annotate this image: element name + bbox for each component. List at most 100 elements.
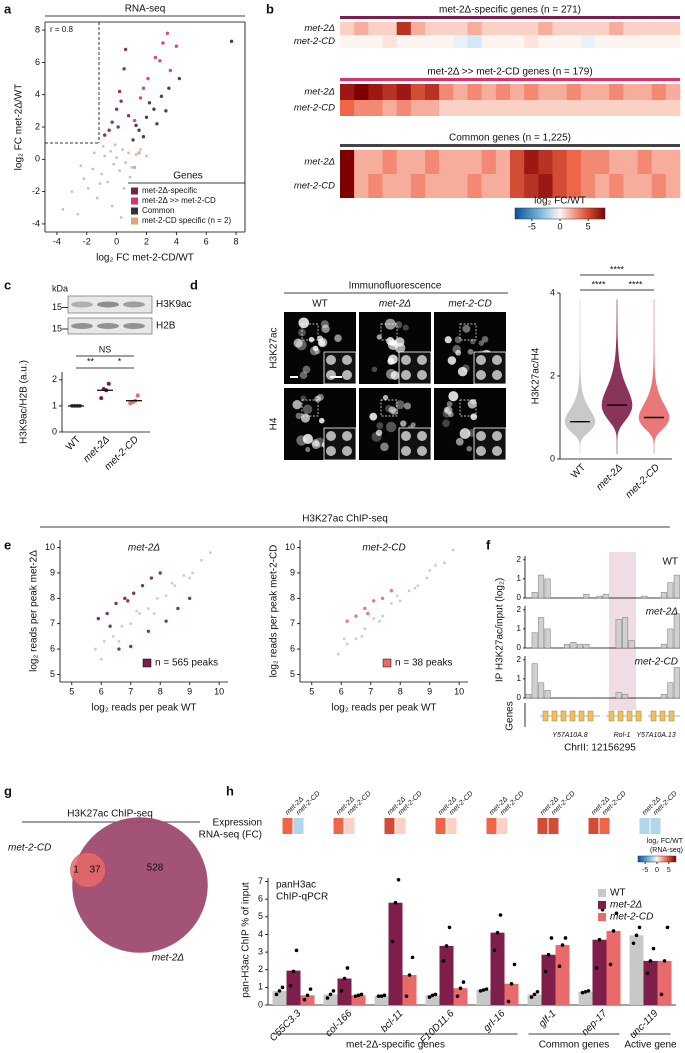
point [532, 992, 537, 997]
point [614, 911, 619, 916]
point [580, 990, 585, 995]
point [274, 992, 279, 997]
legend-swatch [598, 901, 606, 909]
image-column-label: WT [312, 299, 328, 310]
nucleus [478, 340, 485, 346]
point [481, 988, 486, 992]
heat-cell [595, 150, 610, 174]
nucleus [293, 338, 303, 348]
heat-cell [481, 150, 497, 174]
point [144, 115, 149, 120]
point [155, 596, 159, 600]
point [342, 976, 347, 981]
y-tick-label: 2 [52, 374, 57, 384]
y-tick-label: 2 [517, 605, 522, 614]
point [119, 99, 123, 103]
point [425, 576, 429, 580]
bar [453, 988, 468, 1005]
point [458, 986, 463, 991]
point [96, 616, 101, 621]
heat-cell [665, 35, 681, 48]
colorbar-tick-label: 0 [655, 867, 659, 874]
legend-swatch [598, 889, 606, 897]
panel-label: a [4, 1, 12, 16]
sig-label: **** [628, 279, 643, 289]
scale-bar [290, 376, 298, 378]
track-bar [660, 643, 667, 649]
point [434, 563, 437, 567]
point [191, 571, 195, 575]
y-tick-label: 2 [550, 370, 555, 380]
venn-set-label: met-2Δ [152, 953, 185, 964]
nucleus [492, 370, 502, 380]
heat-cell [368, 174, 383, 198]
heat-cell [467, 35, 482, 48]
expression-cell [446, 818, 457, 834]
bar [402, 975, 417, 1005]
y-tick-label: 2 [517, 655, 522, 664]
heat-cell [382, 100, 397, 116]
heat-cell [580, 100, 596, 116]
blot-band [123, 323, 145, 329]
heat-cell [609, 150, 624, 174]
nucleus [402, 324, 409, 331]
x-tick-label: 9 [187, 686, 192, 696]
sig-label: ** [87, 356, 95, 366]
track-bar [660, 693, 667, 699]
y-tick-label: 6 [35, 57, 40, 67]
track-bar [531, 663, 538, 699]
track-bar [576, 643, 583, 649]
point [393, 900, 398, 905]
heat-cell [623, 174, 638, 198]
point [363, 627, 367, 631]
expression-cell [384, 818, 395, 834]
point [288, 983, 293, 988]
nucleus [319, 417, 325, 424]
x-tick-label: 5 [69, 686, 74, 696]
exon [560, 710, 567, 722]
x-tick-label: col-166 [324, 1008, 355, 1039]
heat-cell [340, 100, 355, 116]
heat-cell [524, 22, 539, 35]
expression-cell [293, 818, 304, 834]
track-bar [673, 574, 680, 599]
heat-cell [665, 22, 681, 35]
point [138, 612, 141, 615]
point [131, 138, 135, 142]
legend-swatch [131, 197, 138, 205]
point [461, 980, 466, 984]
point [95, 196, 99, 200]
y-tick-label: 6 [258, 894, 263, 904]
expression-cell [395, 818, 406, 834]
track-bar [525, 693, 532, 699]
point [597, 937, 602, 942]
point [103, 133, 107, 137]
point [134, 123, 138, 128]
track-bar [660, 592, 667, 599]
heat-cell [439, 150, 454, 174]
y-tick-label: 4 [35, 89, 40, 99]
heat-cell [651, 174, 667, 198]
legend-swatch [598, 913, 606, 921]
point [155, 122, 159, 126]
heat-cell [467, 150, 482, 174]
heat-cell [481, 35, 497, 48]
point [379, 994, 384, 998]
panel-label: h [226, 783, 234, 798]
point [168, 68, 173, 73]
point [117, 647, 121, 651]
colorbar-tick-label: 0 [557, 221, 562, 231]
panel-label: c [4, 277, 11, 292]
nucleus [388, 406, 397, 414]
nucleus [371, 366, 378, 373]
point [495, 930, 500, 935]
x-tick-label: 0 [114, 236, 119, 246]
heat-cell [382, 174, 397, 198]
point [360, 634, 364, 638]
heat-cell [580, 22, 596, 35]
heat-cell [495, 22, 511, 35]
y-tick-label: 2 [258, 964, 263, 974]
point [76, 212, 80, 216]
nucleus [388, 354, 398, 365]
nucleus [410, 422, 416, 428]
